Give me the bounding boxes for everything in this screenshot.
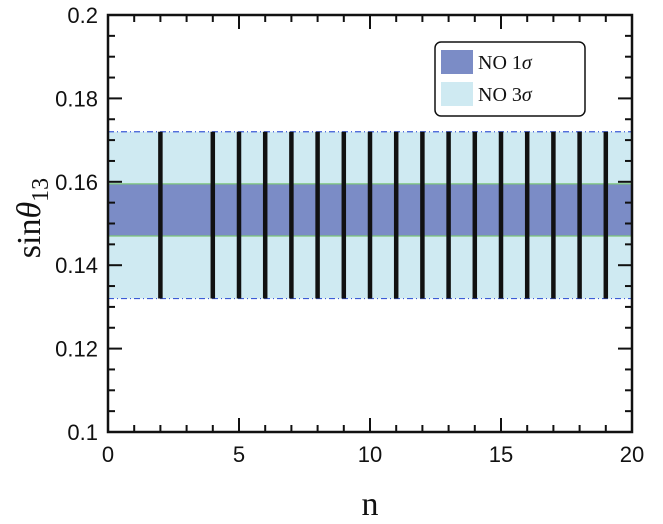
legend-label-sigma: σ <box>522 84 533 106</box>
y-axis-label-prefix: sin <box>11 219 48 259</box>
x-tick-label: 5 <box>233 442 245 467</box>
x-axis-label: n <box>362 486 379 523</box>
y-tick-labels: 0.1 0.12 0.14 0.16 0.18 0.2 <box>55 3 98 445</box>
y-tick-label: 0.12 <box>55 337 98 362</box>
x-tick-label: 10 <box>358 442 382 467</box>
y-tick-label: 0.14 <box>55 253 98 278</box>
legend-swatch <box>441 50 473 74</box>
plot-frame <box>106 13 634 434</box>
legend-label-sigma: σ <box>522 52 533 74</box>
y-axis-label-theta: θ <box>11 202 48 219</box>
x-tick-labels: 0 5 10 15 20 <box>102 442 644 467</box>
y-tick-label: 0.1 <box>67 420 98 445</box>
y-tick-label: 0.2 <box>67 3 98 28</box>
x-tick-label: 0 <box>102 442 114 467</box>
legend-swatch <box>441 82 473 106</box>
y-axis-label: sinθ13 <box>11 178 54 258</box>
x-tick-label: 20 <box>620 442 644 467</box>
y-tick-label: 0.18 <box>55 86 98 111</box>
legend-label: NO 1σ <box>478 52 533 74</box>
legend-label-text: NO 1 <box>478 52 522 74</box>
x-tick-label: 15 <box>489 442 513 467</box>
y-tick-label: 0.16 <box>55 170 98 195</box>
vertical-lines-layer <box>158 131 609 299</box>
y-axis-label-subscript: 13 <box>28 178 54 202</box>
legend-label-text: NO 3 <box>478 84 522 106</box>
legend-label: NO 3σ <box>478 84 533 106</box>
